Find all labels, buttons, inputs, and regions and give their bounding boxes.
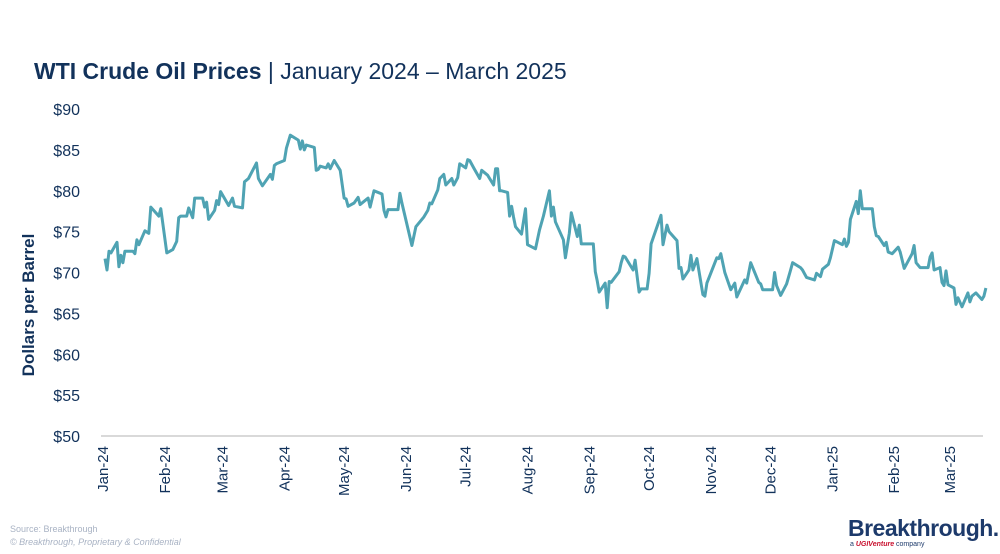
logo-sub-suffix: company [894,541,925,548]
x-tick-label: Apr-24 [276,446,293,491]
y-tick-label: $90 [53,102,80,119]
x-tick-label: Feb-24 [157,446,174,494]
y-tick-label: $80 [53,184,80,201]
y-tick-label: $70 [53,266,80,283]
x-tick-label: Mar-25 [942,446,959,494]
y-tick-label: $60 [53,347,80,364]
y-tick-label: $85 [53,143,80,160]
chart-title-subtitle: | January 2024 – March 2025 [261,58,567,84]
x-tick-label: Jan-24 [95,446,112,492]
series-line-wti [103,133,988,310]
x-tick-label: Aug-24 [519,446,536,494]
logo-sub-brand: UGIVenture [855,541,895,548]
y-axis-ticks: $50 $55 $60 $65 $70 $75 $80 $85 $90 [53,102,80,446]
y-tick-label: $65 [53,306,80,323]
x-tick-label: Nov-24 [703,446,720,494]
y-tick-label: $50 [53,429,80,446]
x-tick-label: Oct-24 [641,446,658,491]
chart-title-bold: WTI Crude Oil Prices [34,58,262,84]
y-tick-label: $55 [53,388,80,405]
x-tick-label: Jun-24 [398,446,415,492]
chart-title: WTI Crude Oil Prices | January 2024 – Ma… [34,58,567,85]
logo-subtitle: a UGIVenture company [850,541,924,548]
x-tick-label: Jul-24 [458,446,475,487]
y-tick-label: $75 [53,225,80,242]
x-tick-label: Dec-24 [763,446,780,494]
x-tick-label: Mar-24 [215,446,232,494]
logo-sub-prefix: a [850,541,856,548]
x-tick-label: May-24 [336,446,353,496]
copyright-note: © Breakthrough, Proprietary & Confidenti… [10,537,181,547]
x-tick-label: Sep-24 [581,446,598,494]
x-axis-ticks: Jan-24 Feb-24 Mar-24 Apr-24 May-24 Jun-24 Jul-… [95,446,959,496]
x-tick-label: Jan-25 [824,446,841,492]
source-note: Source: Breakthrough [10,524,98,534]
x-tick-label: Feb-25 [886,446,903,494]
y-axis-title: Dollars per Barrel [19,234,38,377]
breakthrough-logo: Breakthrough. [848,515,999,541]
